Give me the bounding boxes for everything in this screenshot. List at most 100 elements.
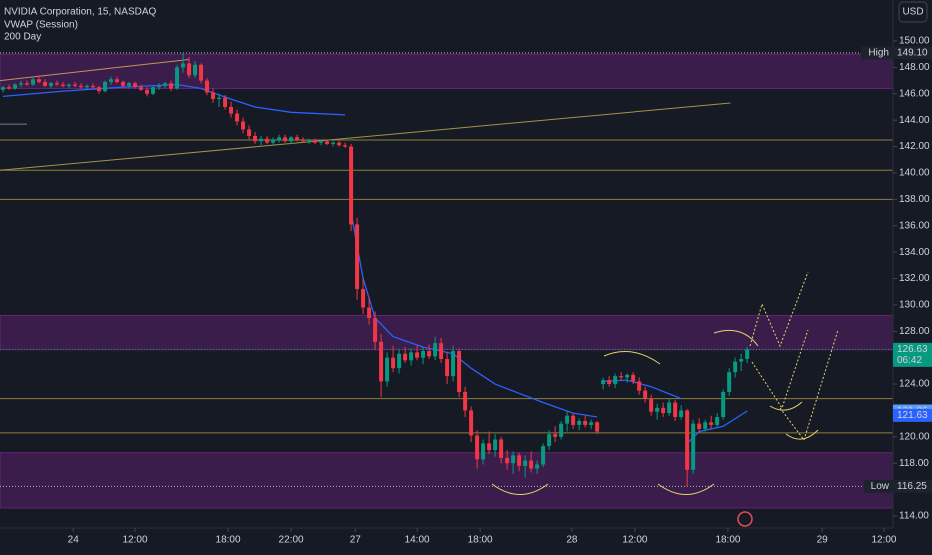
candle-body: [649, 398, 654, 412]
price-tag-label: 126.63: [897, 344, 928, 355]
candle-body: [307, 139, 312, 142]
x-tick-label: 14:00: [405, 535, 430, 546]
candle-body: [313, 139, 318, 143]
candle-body: [31, 79, 36, 85]
candle-body: [271, 139, 276, 143]
candle-body: [151, 87, 156, 94]
candle-body: [253, 136, 258, 142]
candle-body: [475, 435, 480, 460]
trend-line: [0, 58, 190, 82]
candle-body: [25, 83, 30, 85]
candle-body: [79, 85, 84, 88]
y-tick-label: 144.00: [899, 115, 930, 126]
candle-body: [217, 97, 222, 100]
x-tick-label: 28: [566, 535, 578, 546]
x-tick-label: 18:00: [216, 535, 241, 546]
candle-body: [655, 407, 660, 412]
candle-body: [121, 81, 126, 86]
candle-body: [1, 87, 6, 90]
candle-body: [277, 137, 282, 140]
y-tick-label: 142.00: [899, 141, 930, 152]
candle-body: [673, 402, 678, 418]
candle-body: [601, 380, 606, 385]
candle-body: [499, 439, 504, 458]
candle-body: [85, 85, 90, 88]
candle-body: [61, 84, 66, 86]
candle-body: [571, 415, 576, 425]
candle-body: [643, 390, 648, 399]
indicator-label: 200 Day: [4, 32, 41, 43]
candle-body: [421, 351, 426, 358]
candle-body: [457, 351, 462, 392]
candle-body: [181, 63, 186, 68]
candle-body: [487, 443, 492, 451]
x-tick-label: 29: [817, 535, 829, 546]
candle-body: [709, 422, 714, 425]
x-tick-label: 22:00: [279, 535, 304, 546]
candle-body: [139, 87, 144, 90]
candle-body: [7, 87, 12, 89]
candle-body: [559, 423, 564, 437]
candle-body: [541, 446, 546, 465]
candle-body: [463, 391, 468, 411]
candle-body: [355, 224, 360, 290]
event-icon[interactable]: [737, 511, 753, 527]
candle-body: [595, 422, 600, 432]
candle-body: [145, 89, 150, 94]
candle-body: [661, 407, 666, 414]
candle-body: [175, 67, 180, 89]
x-tick-label: 18:00: [468, 535, 493, 546]
curve: [657, 483, 715, 495]
candle-body: [385, 357, 390, 382]
currency-button[interactable]: [898, 1, 928, 23]
candle-body: [109, 79, 114, 82]
curve: [713, 329, 759, 347]
candle-body: [631, 374, 636, 382]
price-tag-label: 121.63: [897, 410, 928, 421]
candle-body: [157, 85, 162, 88]
candle-body: [325, 141, 330, 144]
y-tick-label: 136.00: [899, 220, 930, 231]
curve: [603, 351, 661, 365]
candle-body: [679, 410, 684, 418]
price-tag-label: 149.10: [897, 48, 928, 59]
candle-body: [505, 457, 510, 464]
candle-body: [715, 417, 720, 425]
curve: [785, 429, 819, 440]
candle-body: [169, 83, 174, 89]
candle-body: [223, 97, 228, 107]
candle-body: [343, 145, 348, 147]
candle-body: [103, 81, 108, 92]
candle-body: [451, 351, 456, 377]
candle-body: [589, 422, 594, 425]
candle-body: [697, 423, 702, 429]
candle-body: [427, 351, 432, 357]
chart-title: NVIDIA Corporation, 15, NASDAQ: [4, 7, 157, 18]
candle-body: [565, 415, 570, 424]
y-tick-label: 146.00: [899, 88, 930, 99]
candle-body: [337, 142, 342, 146]
zone: [0, 53, 893, 89]
curve: [769, 401, 803, 411]
candle-body: [469, 410, 474, 436]
candle-body: [703, 422, 708, 429]
zone: [0, 314, 893, 351]
currency-label[interactable]: USD: [902, 7, 923, 18]
price-tag-caption-bg: [864, 479, 893, 493]
candle-body: [301, 139, 306, 142]
candle-body: [493, 439, 498, 451]
zone: [0, 452, 893, 509]
candle-body: [73, 84, 78, 86]
candle-body: [511, 455, 516, 464]
y-tick-label: 130.00: [899, 300, 930, 311]
candle-body: [295, 137, 300, 140]
indicator-label: VWAP (Session): [4, 20, 78, 31]
price-tag-caption-bg: [861, 46, 893, 60]
candle-body: [637, 381, 642, 391]
candle-body: [727, 372, 732, 392]
y-tick-label: 140.00: [899, 168, 930, 179]
candle-body: [241, 121, 246, 130]
y-tick-label: 118.00: [899, 458, 929, 469]
